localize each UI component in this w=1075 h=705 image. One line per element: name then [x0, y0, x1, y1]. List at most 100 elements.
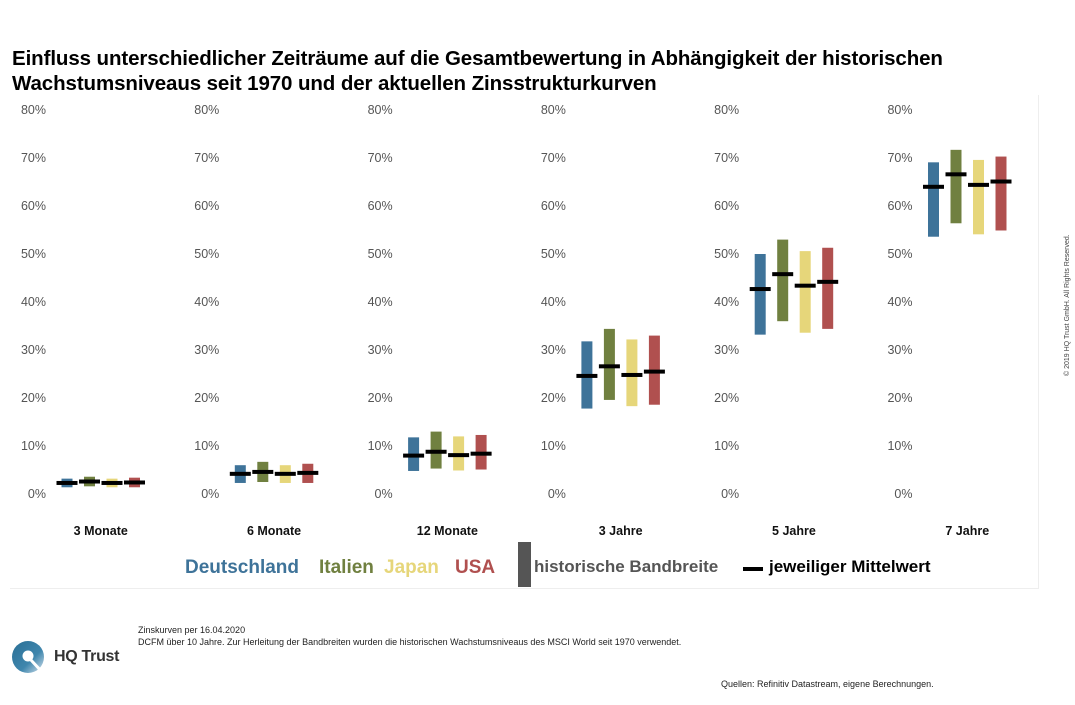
chart-frame [10, 95, 1039, 589]
panel-5-jahre: 0% 10% 20% 30% 40% 50% 60% 70% 80% 5 Jahre [714, 103, 839, 538]
legend-usa: USA [455, 557, 495, 578]
y-tick-label: 70% [194, 151, 219, 165]
mean-marker-deutschland [403, 453, 425, 458]
range-bar-usa [995, 156, 1007, 231]
y-tick-label: 60% [21, 199, 46, 213]
y-tick-label: 80% [541, 103, 566, 117]
y-tick-label: 40% [368, 295, 393, 309]
y-tick-label: 0% [28, 487, 46, 501]
y-tick-label: 80% [714, 103, 739, 117]
y-tick-label: 0% [894, 487, 912, 501]
panel-3-monate: 0% 10% 20% 30% 40% 50% 60% 70% 80% 3 Monate [21, 103, 145, 538]
logo-text: HQ Trust [54, 648, 120, 665]
mean-marker-japan [621, 372, 643, 377]
y-tick-label: 10% [194, 439, 219, 453]
y-tick-label: 10% [541, 439, 566, 453]
footer-notes: Zinskurven per 16.04.2020 DCFM über 10 J… [138, 624, 681, 648]
category-label: 5 Jahre [772, 524, 816, 538]
category-label: 3 Monate [74, 524, 128, 538]
y-tick-label: 30% [541, 343, 566, 357]
hq-trust-logo [12, 641, 46, 675]
panel-3-jahre: 0% 10% 20% 30% 40% 50% 60% 70% 80% 3 Jahre [541, 103, 665, 538]
chart-legend: Deutschland Italien Japan USA historisch… [185, 542, 931, 587]
mean-marker-japan [448, 453, 470, 458]
y-tick-label: 30% [368, 343, 393, 357]
y-tick-label: 30% [21, 343, 46, 357]
mean-marker-usa [470, 451, 492, 456]
y-tick-label: 40% [194, 295, 219, 309]
y-tick-label: 20% [541, 391, 566, 405]
y-tick-label: 70% [541, 151, 566, 165]
panel-12-monate: 0% 10% 20% 30% 40% 50% 60% 70% 80% 12 Monate [368, 103, 492, 538]
legend-italien: Italien [319, 557, 374, 578]
legend-band-swatch [518, 542, 531, 587]
mean-marker-usa [297, 470, 319, 475]
y-tick-label: 10% [368, 439, 393, 453]
y-tick-label: 50% [21, 247, 46, 261]
y-tick-label: 70% [368, 151, 393, 165]
y-tick-label: 50% [541, 247, 566, 261]
range-bar-italien [950, 149, 962, 224]
y-tick-label: 80% [194, 103, 219, 117]
y-tick-label: 40% [714, 295, 739, 309]
y-tick-label: 60% [368, 199, 393, 213]
mean-marker-usa [990, 179, 1012, 184]
y-tick-label: 30% [194, 343, 219, 357]
category-label: 3 Jahre [599, 524, 643, 538]
mean-marker-italien [772, 272, 794, 277]
mean-marker-japan [274, 471, 296, 476]
y-tick-label: 50% [714, 247, 739, 261]
y-tick-label: 80% [368, 103, 393, 117]
mean-marker-usa [124, 480, 145, 485]
y-tick-label: 20% [368, 391, 393, 405]
legend-japan: Japan [384, 557, 439, 578]
y-tick-label: 0% [548, 487, 566, 501]
y-tick-label: 0% [721, 487, 739, 501]
chart-title: Einfluss unterschiedlicher Zeiträume auf… [12, 46, 1052, 96]
y-tick-label: 20% [194, 391, 219, 405]
mean-marker-italien [598, 364, 620, 369]
sources-note: Quellen: Refinitiv Datastream, eigene Be… [721, 679, 934, 689]
mean-marker-japan [794, 283, 816, 288]
panel-6-monate: 0% 10% 20% 30% 40% 50% 60% 70% 80% 6 Monate [194, 103, 319, 538]
mean-marker-italien [425, 449, 447, 454]
y-tick-label: 0% [375, 487, 393, 501]
y-tick-label: 40% [887, 295, 912, 309]
y-tick-label: 70% [887, 151, 912, 165]
y-tick-label: 40% [21, 295, 46, 309]
footer-note-method: DCFM über 10 Jahre. Zur Herleitung der B… [138, 637, 682, 647]
copyright-note: © 2019 HQ Trust GmbH. All Rights Reserve… [1064, 234, 1071, 376]
y-tick-label: 50% [368, 247, 393, 261]
y-tick-label: 60% [887, 199, 912, 213]
y-tick-label: 50% [194, 247, 219, 261]
mean-marker-italien [945, 172, 967, 177]
chart-panels: 0% 10% 20% 30% 40% 50% 60% 70% 80% 3 Monate 0% 10% 2… [21, 103, 1012, 538]
footer-note-date: Zinskurven per 16.04.2020 [138, 625, 246, 635]
y-tick-label: 80% [887, 103, 912, 117]
legend-deutschland: Deutschland [185, 557, 299, 578]
legend-mean-swatch [743, 567, 763, 571]
panel-7-jahre: 0% 10% 20% 30% 40% 50% 60% 70% 80% 7 Jahre [887, 103, 1012, 538]
mean-marker-japan [968, 182, 989, 187]
mean-marker-usa [817, 279, 839, 284]
category-label: 6 Monate [247, 524, 301, 538]
y-tick-label: 50% [887, 247, 912, 261]
chart: 0% 10% 20% 30% 40% 50% 60% 70% 80% 3 Monate 0% 10% 2… [21, 103, 1012, 587]
y-tick-label: 60% [194, 199, 219, 213]
mean-marker-deutschland [749, 287, 771, 292]
y-tick-label: 60% [541, 199, 566, 213]
mean-marker-deutschland [923, 184, 944, 189]
y-tick-label: 40% [541, 295, 566, 309]
y-tick-label: 20% [21, 391, 46, 405]
y-tick-label: 30% [714, 343, 739, 357]
category-label: 12 Monate [417, 524, 478, 538]
y-tick-label: 70% [21, 151, 46, 165]
y-tick-label: 10% [21, 439, 46, 453]
legend-mean-label: jeweiliger Mittelwert [768, 557, 931, 576]
legend-band-label: historische Bandbreite [534, 557, 718, 576]
y-tick-label: 70% [714, 151, 739, 165]
y-tick-label: 20% [887, 391, 912, 405]
range-bar-deutschland [754, 254, 766, 335]
range-bar-japan [626, 339, 638, 407]
y-tick-label: 80% [21, 103, 46, 117]
